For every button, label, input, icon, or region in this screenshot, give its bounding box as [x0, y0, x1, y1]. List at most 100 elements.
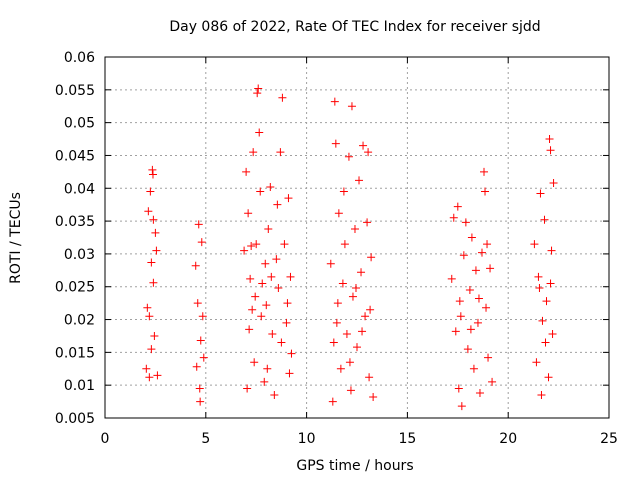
- data-point: [477, 248, 486, 257]
- data-point: [278, 93, 287, 102]
- data-point: [361, 312, 370, 321]
- y-tick-label: 0.04: [64, 181, 95, 197]
- x-tick-label: 5: [201, 431, 210, 447]
- data-point: [467, 233, 476, 242]
- data-point: [247, 242, 256, 251]
- data-point: [480, 167, 489, 176]
- data-point: [359, 141, 368, 150]
- plot-frame: [104, 56, 610, 419]
- data-point: [344, 152, 353, 161]
- data-point: [147, 345, 156, 354]
- data-point: [146, 187, 155, 196]
- y-tick-label: 0.045: [55, 148, 95, 164]
- y-tick-label: 0.035: [55, 214, 95, 230]
- data-point: [242, 167, 251, 176]
- data-point: [258, 279, 267, 288]
- y-tick-label: 0.03: [64, 247, 95, 263]
- data-point: [286, 272, 295, 281]
- data-point: [326, 259, 335, 268]
- data-point: [483, 240, 492, 249]
- data-point: [454, 384, 463, 393]
- x-tick-label: 20: [499, 431, 517, 447]
- data-point: [144, 207, 153, 216]
- data-point: [449, 213, 458, 222]
- y-tick-label: 0.015: [55, 345, 95, 361]
- data-point: [285, 369, 294, 378]
- data-point: [282, 318, 291, 327]
- x-axis-label: GPS time / hours: [296, 458, 413, 474]
- data-point: [148, 165, 157, 174]
- data-point: [345, 358, 354, 367]
- data-point: [263, 364, 272, 373]
- data-point: [339, 187, 348, 196]
- data-point: [196, 397, 205, 406]
- data-point: [333, 299, 342, 308]
- x-tick-label: 15: [398, 431, 416, 447]
- data-point: [257, 312, 266, 321]
- data-point: [465, 286, 474, 295]
- data-point: [191, 261, 200, 270]
- data-point: [535, 284, 544, 293]
- x-tick-label: 0: [101, 431, 110, 447]
- data-point: [466, 325, 475, 334]
- data-point: [192, 362, 201, 371]
- data-point: [357, 268, 366, 277]
- data-point: [473, 318, 482, 327]
- data-point: [459, 251, 468, 260]
- data-point: [243, 384, 252, 393]
- data-point: [283, 299, 292, 308]
- data-point: [331, 139, 340, 148]
- data-point: [143, 303, 152, 312]
- data-point: [260, 377, 269, 386]
- data-point: [142, 364, 151, 373]
- data-point: [256, 187, 265, 196]
- data-point: [329, 338, 338, 347]
- data-point: [363, 218, 372, 227]
- data-point: [151, 228, 160, 237]
- data-point: [456, 312, 465, 321]
- data-point: [369, 392, 378, 401]
- data-point: [549, 179, 558, 188]
- data-point: [461, 218, 470, 227]
- data-point: [447, 274, 456, 283]
- data-point: [273, 200, 282, 209]
- y-tick-label: 0.05: [64, 116, 95, 132]
- data-point: [277, 338, 286, 347]
- data-point: [272, 255, 281, 264]
- y-tick-label: 0.005: [55, 411, 95, 427]
- data-point: [366, 305, 375, 314]
- data-point: [471, 266, 480, 275]
- data-point: [197, 238, 206, 247]
- data-point: [254, 84, 263, 93]
- data-point: [544, 373, 553, 382]
- data-points: [142, 84, 558, 411]
- data-point: [196, 336, 205, 345]
- data-point: [250, 358, 259, 367]
- data-point: [540, 215, 549, 224]
- data-point: [346, 386, 355, 395]
- data-point: [538, 316, 547, 325]
- data-point: [547, 246, 556, 255]
- data-point: [340, 240, 349, 249]
- data-point: [351, 284, 360, 293]
- data-point: [532, 358, 541, 367]
- data-point: [245, 325, 254, 334]
- x-tick-label: 10: [298, 431, 316, 447]
- data-point: [330, 97, 339, 106]
- data-point: [150, 331, 159, 340]
- data-point: [264, 224, 273, 233]
- data-point: [486, 264, 495, 273]
- data-point: [534, 272, 543, 281]
- data-point: [455, 297, 464, 306]
- data-point: [548, 329, 557, 338]
- data-point: [453, 202, 462, 211]
- data-point: [252, 240, 261, 249]
- y-tick-label: 0.055: [55, 83, 95, 99]
- data-point: [355, 176, 364, 185]
- data-point: [270, 391, 279, 400]
- data-point: [475, 389, 484, 398]
- data-point: [358, 327, 367, 336]
- data-point: [152, 246, 161, 255]
- data-point: [248, 305, 257, 314]
